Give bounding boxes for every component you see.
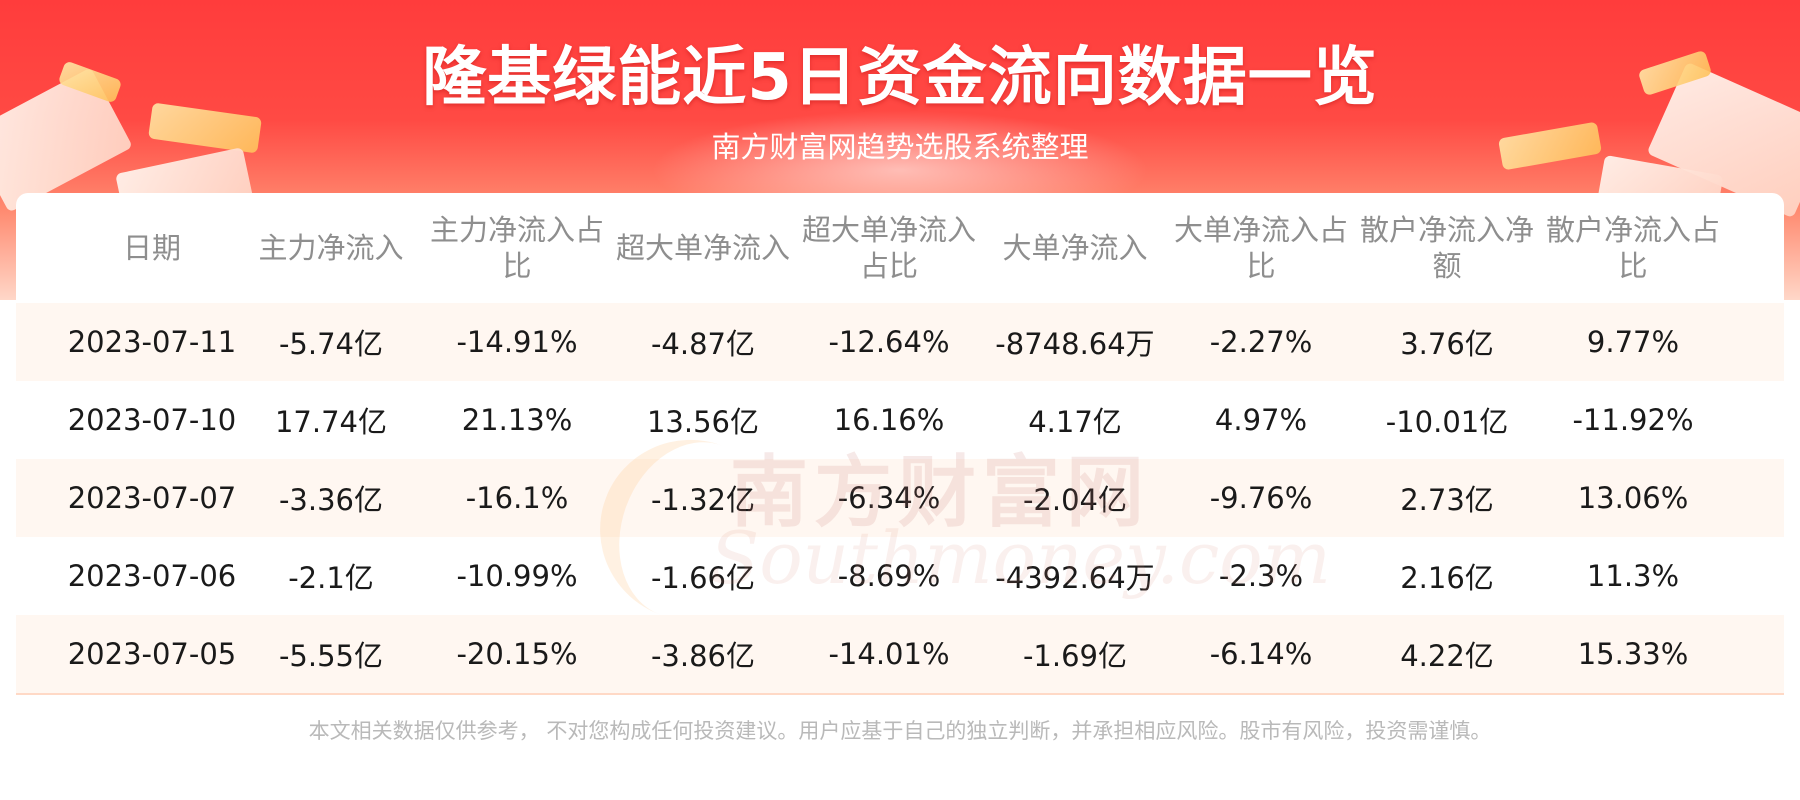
table-cell: -2.27% xyxy=(1209,325,1313,359)
table-cell: -4392.64万 xyxy=(995,561,1155,595)
column-header-retail-net-inflow-ratio: 散户净流入占比 xyxy=(1545,213,1720,283)
table-cell: 13.56亿 xyxy=(646,405,760,439)
table-cell: -11.92% xyxy=(1572,403,1694,437)
column-header-retail-net-inflow: 散户净流入净额 xyxy=(1359,213,1534,283)
date-cell: 2023-07-10 xyxy=(67,403,237,437)
table-cell: -5.74亿 xyxy=(278,327,384,361)
table-cell: -10.01亿 xyxy=(1385,405,1509,439)
table-cell: -2.04亿 xyxy=(1022,483,1128,517)
table-cell: 15.33% xyxy=(1577,637,1689,671)
column-header-super-large-net-inflow: 超大单净流入 xyxy=(615,231,790,265)
table-cell: -1.32亿 xyxy=(650,483,756,517)
table-cell: 17.74亿 xyxy=(274,405,388,439)
table-cell: 13.06% xyxy=(1577,481,1689,515)
column-header-large-net-inflow-ratio: 大单净流入占比 xyxy=(1173,213,1348,283)
date-cell: 2023-07-11 xyxy=(67,325,237,359)
date-cell: 2023-07-06 xyxy=(67,559,237,593)
table-cell: 4.17亿 xyxy=(1028,405,1122,439)
table-cell: -20.15% xyxy=(456,637,578,671)
table-cell: -3.36亿 xyxy=(278,483,384,517)
page-subtitle: 南方财富网趋势选股系统整理 xyxy=(711,130,1089,164)
column-header-date: 日期 xyxy=(122,231,181,265)
table-cell: -4.87亿 xyxy=(650,327,756,361)
table-cell: -9.76% xyxy=(1209,481,1313,515)
column-header-main-net-inflow-ratio: 主力净流入占比 xyxy=(429,213,604,283)
table-cell: -16.1% xyxy=(465,481,569,515)
table-cell: -6.14% xyxy=(1209,637,1313,671)
column-header-main-net-inflow: 主力净流入 xyxy=(258,231,404,265)
table-cell: -1.69亿 xyxy=(1022,639,1128,673)
table-row: 2023-07-10 17.74亿 21.13% 13.56亿 16.16% 4… xyxy=(16,381,1784,459)
table-cell: -6.34% xyxy=(837,481,941,515)
table-row: 2023-07-11 -5.74亿 -14.91% -4.87亿 -12.64%… xyxy=(16,303,1784,381)
table-cell: -8748.64万 xyxy=(995,327,1155,361)
table-cell: 2.16亿 xyxy=(1400,561,1494,595)
footer-disclaimer: 本文相关数据仅供参考， 不对您构成任何投资建议。用户应基于自己的独立判断，并承担… xyxy=(308,719,1492,743)
table-cell: -2.1亿 xyxy=(288,561,374,595)
date-cell: 2023-07-05 xyxy=(67,637,237,671)
table-cell: -5.55亿 xyxy=(278,639,384,673)
table-cell: 16.16% xyxy=(833,403,945,437)
table-cell: -2.3% xyxy=(1218,559,1304,593)
table-cell: -8.69% xyxy=(837,559,941,593)
table-cell: -3.86亿 xyxy=(650,639,756,673)
table-cell: 4.22亿 xyxy=(1400,639,1494,673)
table-row: 2023-07-06 -2.1亿 -10.99% -1.66亿 -8.69% -… xyxy=(16,537,1784,615)
table-row: 2023-07-07 -3.36亿 -16.1% -1.32亿 -6.34% -… xyxy=(16,459,1784,537)
table-cell: -10.99% xyxy=(456,559,578,593)
page-title: 隆基绿能近5日资金流向数据一览 xyxy=(422,41,1378,115)
table-cell: 2.73亿 xyxy=(1400,483,1494,517)
footer-divider xyxy=(16,693,1784,695)
data-table-card: 日期 主力净流入 主力净流入占比 超大单净流入 超大单净流入占比 大单净流入 大… xyxy=(16,193,1784,693)
column-header-super-large-net-inflow-ratio: 超大单净流入占比 xyxy=(801,213,976,283)
table-cell: -14.01% xyxy=(828,637,950,671)
table-row: 2023-07-05 -5.55亿 -20.15% -3.86亿 -14.01%… xyxy=(16,615,1784,693)
table-cell: -14.91% xyxy=(456,325,578,359)
table-cell: 3.76亿 xyxy=(1400,327,1494,361)
table-header: 日期 主力净流入 主力净流入占比 超大单净流入 超大单净流入占比 大单净流入 大… xyxy=(16,193,1784,303)
table-cell: -12.64% xyxy=(828,325,950,359)
table-cell: 11.3% xyxy=(1586,559,1680,593)
date-cell: 2023-07-07 xyxy=(67,481,237,515)
table-cell: 21.13% xyxy=(461,403,573,437)
column-header-large-net-inflow: 大单净流入 xyxy=(1002,231,1148,265)
table-cell: -1.66亿 xyxy=(650,561,756,595)
table-cell: 4.97% xyxy=(1214,403,1308,437)
table-cell: 9.77% xyxy=(1586,325,1680,359)
